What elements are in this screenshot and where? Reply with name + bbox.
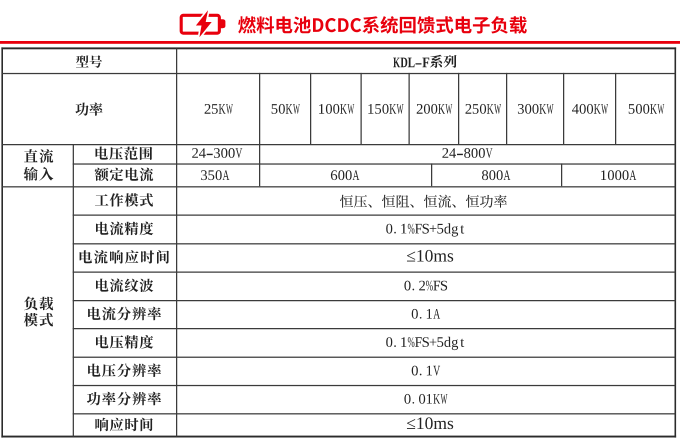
svg-text:≤10ms: ≤10ms: [406, 246, 454, 266]
svg-text:≤10ms: ≤10ms: [406, 413, 454, 433]
